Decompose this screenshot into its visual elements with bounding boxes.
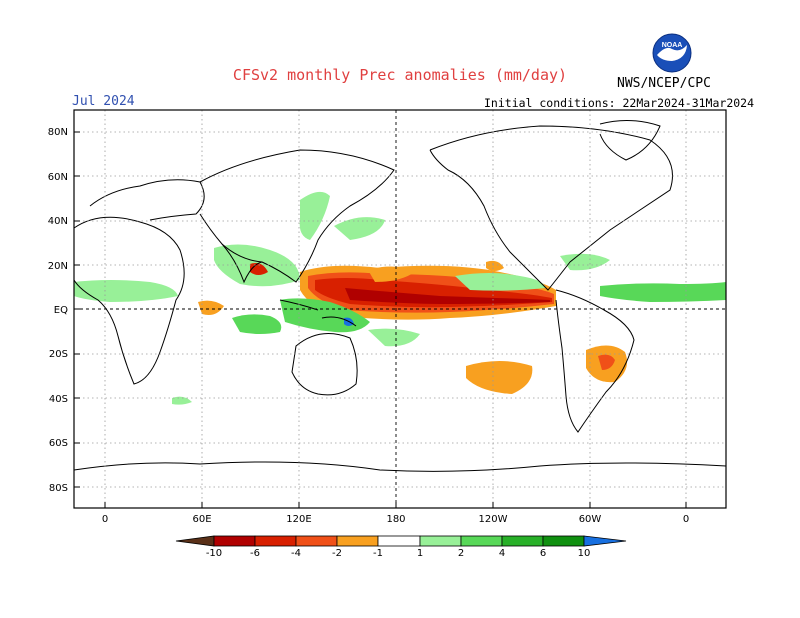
lat-label: 20S (49, 349, 68, 360)
coast-europe (89, 179, 205, 221)
colorbar-label: 1 (417, 548, 423, 559)
lat-label: 80N (48, 127, 68, 138)
lat-label: EQ (54, 305, 68, 316)
colorbar-swatch (377, 535, 421, 547)
lon-label: 120W (479, 514, 508, 525)
lat-label: 60N (48, 172, 68, 183)
tick-marks (74, 131, 687, 508)
colorbar-label: -6 (250, 548, 260, 559)
colorbar-swatch (419, 535, 462, 547)
lon-label: 180 (386, 514, 405, 525)
east-asia-wet-patch (299, 191, 330, 240)
colorbar-labels: -10 -6 -4 -2 -1 1 2 4 6 10 (206, 548, 591, 559)
colorbar-swatch (295, 535, 338, 547)
colorbar-swatch (254, 535, 297, 547)
coast-north-america (429, 125, 673, 291)
coast-asia (199, 149, 395, 283)
colorbar-swatch (542, 535, 585, 547)
coast-greenland (599, 120, 661, 161)
colorbar (175, 535, 627, 547)
colorbar-label: 6 (540, 548, 546, 559)
lon-label: 60E (192, 514, 211, 525)
noaa-logo: NOAA (652, 33, 692, 73)
colorbar-swatch (213, 535, 256, 547)
central-pacific-wet-band (455, 273, 545, 291)
australia-wet-patch (172, 396, 192, 405)
lat-label: 20N (48, 261, 68, 272)
coast-india (221, 243, 263, 284)
coastlines (73, 120, 727, 472)
colorbar-label: -1 (373, 548, 383, 559)
lat-label: 40S (49, 394, 68, 405)
coast-australia (291, 333, 358, 396)
colorbar-label: -2 (332, 548, 342, 559)
coast-south-america (555, 289, 635, 433)
south-pacific-dry-patch (466, 361, 533, 394)
colorbar-label: 10 (578, 548, 591, 559)
north-pacific-wet-patch (334, 217, 385, 240)
colorbar-swatch (501, 535, 544, 547)
lat-label: 60S (49, 438, 68, 449)
anomaly-shading (74, 191, 726, 405)
caribbean-dry-patch (486, 260, 504, 271)
chart-title: CFSv2 monthly Prec anomalies (mm/day) (232, 66, 568, 84)
forecast-month: Jul 2024 (72, 94, 135, 109)
colorbar-label: 2 (458, 548, 464, 559)
lon-label: 60W (579, 514, 602, 525)
noaa-logo-text: NOAA (662, 42, 683, 49)
africa-wet-band (74, 280, 178, 302)
colorbar-label: -10 (206, 548, 222, 559)
colorbar-swatch (336, 535, 379, 547)
colorbar-swatch-lt-10 (175, 535, 215, 547)
north-atlantic-wet-patch (560, 253, 610, 271)
coast-antarctica (73, 461, 727, 472)
lon-label: 0 (102, 514, 108, 525)
south-pacific-wet-patch (368, 328, 420, 347)
noaa-logo-bird (657, 45, 687, 61)
colorbar-label: -4 (291, 548, 301, 559)
pacific-dry-band-core (345, 288, 550, 304)
initial-conditions: Initial conditions: 22Mar2024-31Mar2024 (484, 96, 755, 110)
agency-label: NWS/NCEP/CPC (617, 76, 711, 91)
lat-label: 40N (48, 216, 68, 227)
colorbar-swatch (460, 535, 503, 547)
lat-labels: 80N 60N 40N 20N EQ 20S 40S 60S 80S (48, 127, 68, 494)
south-america-dry-core (598, 354, 615, 370)
atlantic-wet-band (600, 282, 726, 302)
lon-label: 0 (683, 514, 689, 525)
lon-labels: 0 60E 120E 180 120W 60W 0 (102, 514, 689, 525)
indian-dry-patch (198, 300, 224, 315)
indian-ocean-wet-patch (232, 314, 282, 334)
colorbar-swatch-gt-10 (583, 535, 627, 547)
lat-label: 80S (49, 483, 68, 494)
lon-label: 120E (286, 514, 311, 525)
reference-lines (74, 110, 726, 508)
west-pacific-dry-patch (368, 266, 415, 282)
colorbar-label: 4 (499, 548, 505, 559)
